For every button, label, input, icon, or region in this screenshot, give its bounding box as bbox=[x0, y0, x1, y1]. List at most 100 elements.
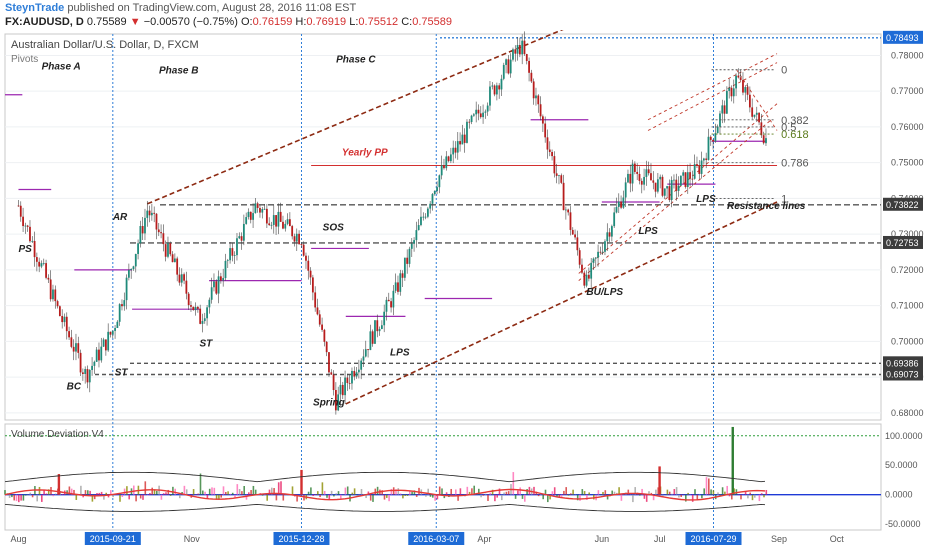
candle-body bbox=[564, 209, 567, 211]
candle-body bbox=[514, 49, 517, 54]
volume-bar bbox=[503, 492, 505, 495]
candle-body bbox=[26, 225, 29, 227]
volume-bar bbox=[204, 491, 206, 495]
volume-bar bbox=[675, 487, 678, 495]
candle bbox=[700, 151, 703, 179]
volume-bar bbox=[149, 493, 151, 495]
candle-body bbox=[489, 86, 491, 106]
candle-body bbox=[417, 225, 420, 231]
candle-body bbox=[500, 78, 503, 90]
candle bbox=[746, 83, 749, 101]
candle-body bbox=[369, 331, 372, 351]
candle-body bbox=[698, 165, 701, 174]
candle-body bbox=[272, 215, 275, 225]
candle-body bbox=[150, 212, 153, 216]
fib-level-label: 0.5 bbox=[781, 122, 796, 134]
volume-bar bbox=[547, 494, 549, 503]
volume-bar bbox=[478, 488, 480, 495]
candle-body bbox=[424, 216, 427, 218]
candle-body bbox=[484, 111, 487, 113]
volume-bar bbox=[576, 494, 579, 501]
candle-body bbox=[479, 113, 482, 118]
candle bbox=[714, 123, 717, 143]
candle bbox=[367, 349, 369, 358]
candle bbox=[137, 239, 139, 260]
volume-bar bbox=[689, 494, 692, 496]
candle-body bbox=[139, 226, 142, 244]
candle-body bbox=[604, 241, 606, 252]
candle-body bbox=[45, 263, 47, 278]
volume-pane[interactable] bbox=[4, 423, 882, 531]
candle-body bbox=[493, 85, 496, 95]
candle-body bbox=[755, 112, 758, 115]
channel-line bbox=[736, 69, 778, 131]
candle bbox=[629, 164, 632, 193]
volume-bar bbox=[563, 490, 565, 495]
volume-bar bbox=[549, 494, 551, 500]
candle-body bbox=[196, 306, 199, 309]
candle bbox=[33, 231, 36, 267]
candle bbox=[256, 201, 259, 213]
candle bbox=[548, 141, 551, 157]
candle bbox=[394, 273, 397, 294]
candle bbox=[84, 366, 87, 384]
volume-bar bbox=[648, 491, 650, 495]
candle-body bbox=[332, 374, 335, 390]
candle bbox=[341, 381, 344, 400]
volume-bar bbox=[266, 494, 268, 501]
candle-body bbox=[447, 156, 450, 162]
volume-bar bbox=[457, 494, 459, 501]
candle bbox=[236, 233, 238, 261]
candle-body bbox=[387, 299, 390, 302]
volume-bar bbox=[395, 489, 397, 495]
candle bbox=[374, 320, 376, 345]
candle bbox=[196, 305, 199, 313]
candle-body bbox=[555, 173, 558, 176]
candle-body bbox=[486, 105, 489, 112]
candle-body bbox=[541, 116, 544, 124]
candle-body bbox=[606, 232, 609, 242]
volume-bar bbox=[11, 494, 13, 498]
candle bbox=[661, 174, 664, 198]
candle-body bbox=[300, 244, 303, 245]
price-flag-box bbox=[883, 30, 923, 44]
volume-bar bbox=[82, 494, 84, 498]
candle-body bbox=[169, 243, 172, 255]
candle-body bbox=[238, 236, 241, 239]
candle bbox=[663, 188, 666, 200]
candle-body bbox=[640, 180, 643, 185]
candle bbox=[233, 251, 236, 264]
candle bbox=[291, 224, 294, 240]
candle-body bbox=[693, 164, 696, 179]
candle-body bbox=[585, 274, 588, 286]
candle bbox=[712, 139, 714, 150]
candle-body bbox=[185, 280, 188, 294]
price-pane[interactable] bbox=[4, 33, 882, 421]
annotation-label: BC bbox=[67, 382, 82, 393]
volume-title: Volume Deviation V4 bbox=[11, 429, 104, 440]
volume-bar bbox=[657, 487, 659, 495]
candle bbox=[684, 172, 687, 189]
volume-bar bbox=[353, 488, 356, 495]
candle bbox=[201, 313, 204, 333]
volume-bar bbox=[411, 491, 413, 495]
volume-bar bbox=[434, 494, 436, 501]
candle-body bbox=[746, 87, 749, 95]
volume-bar bbox=[363, 494, 365, 495]
candle bbox=[735, 73, 737, 97]
publisher-name[interactable]: SteynTrade bbox=[5, 2, 65, 14]
volume-bar bbox=[404, 494, 406, 496]
candle-body bbox=[321, 324, 323, 330]
candle bbox=[413, 237, 415, 252]
candle-body bbox=[459, 141, 461, 145]
candle bbox=[219, 272, 222, 284]
candle bbox=[587, 267, 590, 282]
candle bbox=[406, 249, 409, 274]
candle bbox=[300, 242, 303, 248]
candle-body bbox=[408, 248, 411, 264]
ohlc-line: FX:AUDUSD, D 0.75589 ▼ −0.00570 (−0.75%)… bbox=[5, 16, 452, 28]
volume-spike-bar bbox=[300, 469, 303, 495]
volume-deviation-line bbox=[4, 488, 766, 501]
candle bbox=[284, 220, 287, 232]
